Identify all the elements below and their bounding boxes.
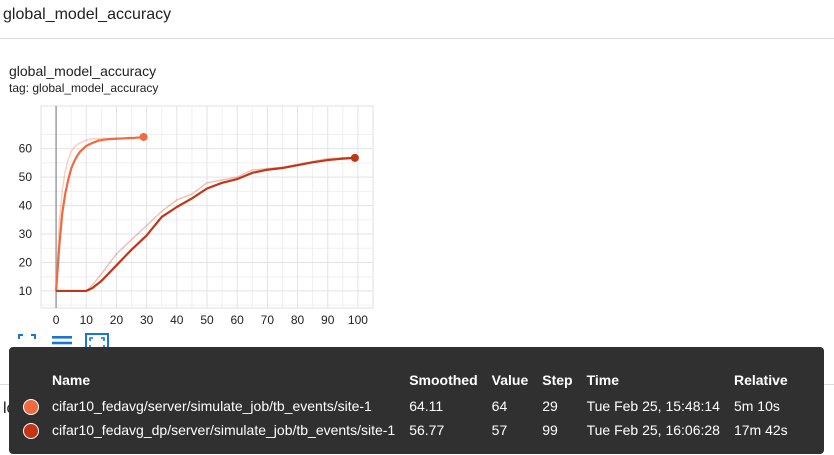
run-color-cell [23,394,45,418]
x-tick-label: 0 [53,313,60,327]
run-step: 29 [542,398,558,414]
run-value: 64 [491,398,508,414]
fit-domain-icon[interactable] [17,333,37,353]
run-name: cifar10_fedavg/server/simulate_job/tb_ev… [52,398,372,414]
x-tick-label: 50 [200,313,214,327]
x-tick-label: 80 [291,313,305,327]
tooltip-header-value: Value [491,372,529,388]
run-time: Tue Feb 25, 16:06:28 [586,422,720,438]
y-tick-label: 50 [19,170,33,184]
run-color-dot [23,422,39,439]
tooltip-table: Name Smoothed Value Step Time Relative c… [23,366,795,442]
run-smoothed: 64.11 [409,398,444,414]
x-tick-label: 60 [231,313,245,327]
tooltip-header-smoothed: Smoothed [409,372,478,388]
x-tick-label: 90 [321,313,335,327]
tooltip-header-name: Name [52,372,91,388]
x-tick-label: 20 [110,313,124,327]
series-end-point [139,132,148,141]
tooltip-header-row: Name Smoothed Value Step Time Relative [23,366,795,394]
y-tick-label: 60 [19,142,33,156]
run-color-dot [23,398,39,415]
series-line [56,156,355,293]
tooltip-row: cifar10_fedavg_dp/server/simulate_job/tb… [23,418,795,442]
chart-card-tag: tag: global_model_accuracy [9,81,159,95]
x-tick-label: 10 [80,313,94,327]
x-tick-label: 100 [348,313,368,327]
series-line [54,135,144,292]
run-relative: 5m 10s [733,398,780,414]
section-header[interactable]: global_model_accuracy [0,0,834,39]
run-name: cifar10_fedavg_dp/server/simulate_job/tb… [52,422,396,438]
tooltip-header-color [23,366,45,394]
tooltip-header-relative: Relative [733,372,788,388]
tooltip-row: cifar10_fedavg/server/simulate_job/tb_ev… [23,394,795,418]
chart-card-title: global_model_accuracy [9,63,157,79]
run-step: 99 [542,422,558,438]
y-tick-label: 40 [19,199,33,213]
run-time: Tue Feb 25, 15:48:14 [586,398,720,414]
run-relative: 17m 42s [733,422,788,438]
series-end-point [350,153,359,162]
y-tick-label: 20 [19,255,33,269]
chart-tooltip: Name Smoothed Value Step Time Relative c… [9,347,824,454]
run-color-cell [23,418,45,442]
run-value: 57 [491,422,508,438]
accuracy-line-chart[interactable]: 0 10 20 30 40 50 60 70 80 90 100 10 20 30 40 50 60 [0,100,380,332]
tooltip-header-step: Step [542,372,573,388]
y-tick-label: 30 [19,227,33,241]
series-raw-line [55,136,144,291]
y-tick-label: 10 [19,284,33,298]
x-tick-label: 70 [261,313,275,327]
x-tick-label: 40 [170,313,184,327]
tooltip-header-time: Time [586,372,620,388]
run-smoothed: 56.77 [409,422,445,438]
section-title: global_model_accuracy [3,6,172,23]
x-tick-label: 30 [140,313,154,327]
